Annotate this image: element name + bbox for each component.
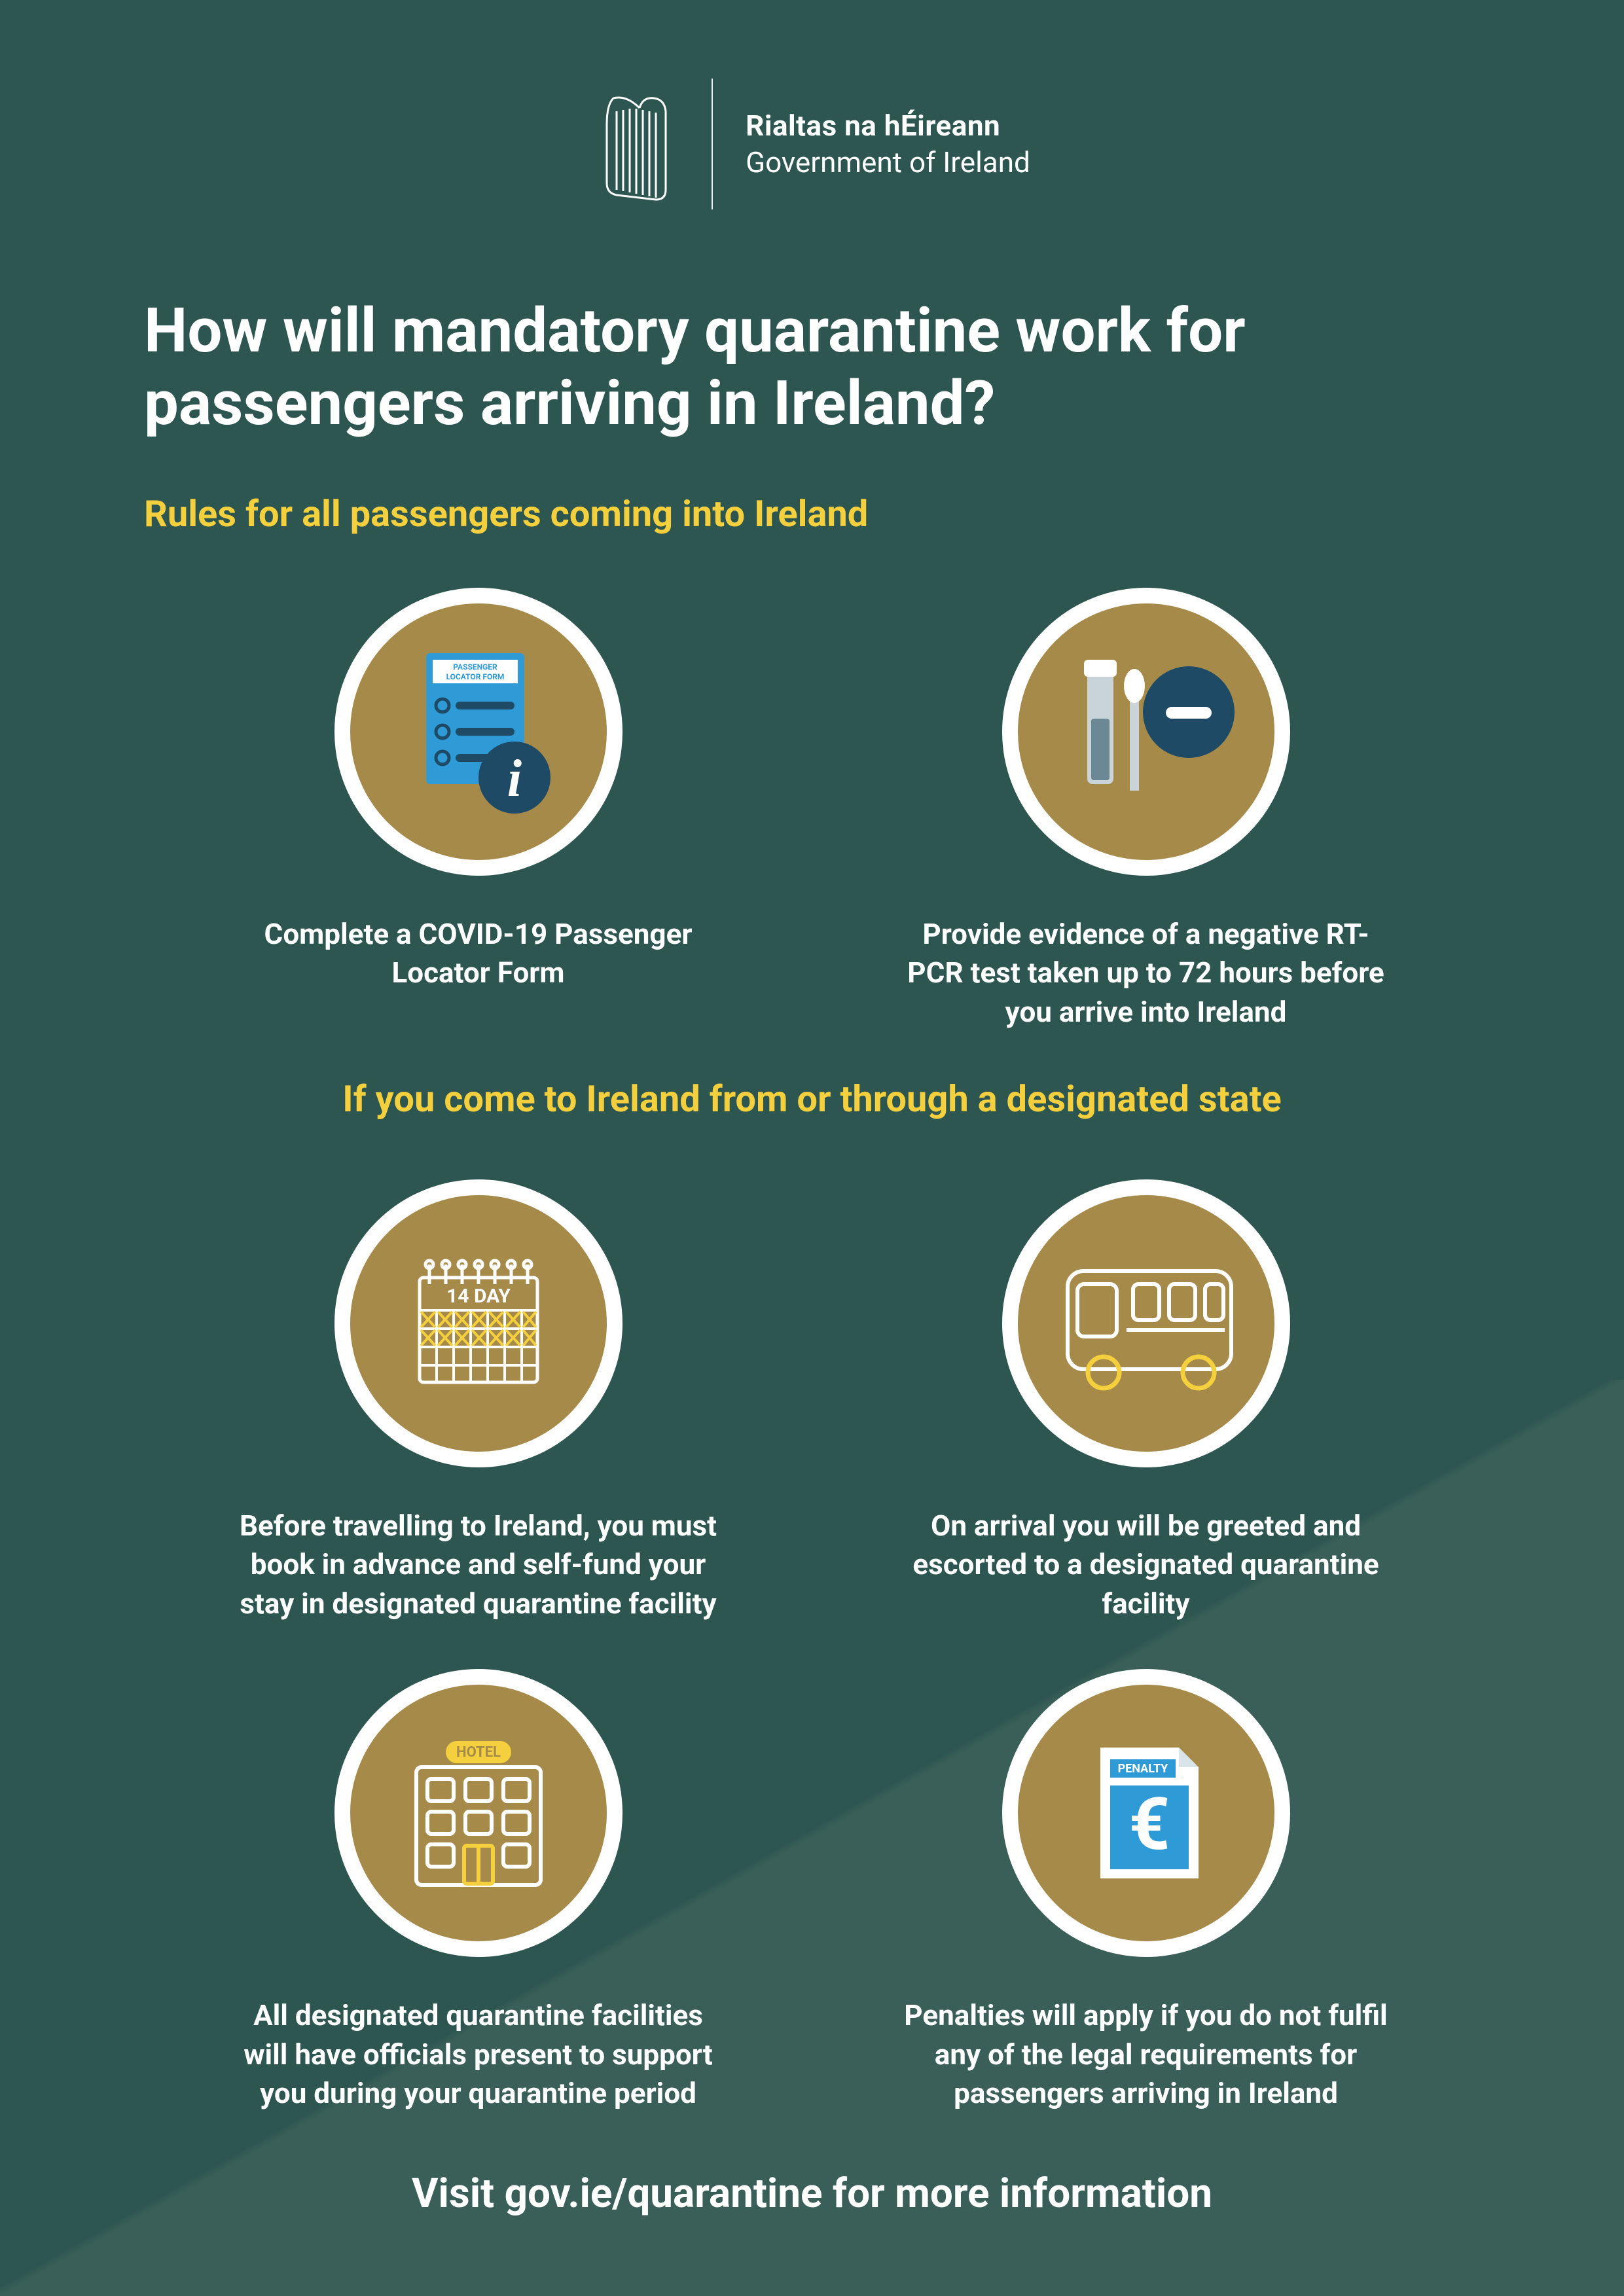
item-negative-test: Provide evidence of a negative RT-PCR te…	[897, 588, 1395, 1031]
content-wrap: Rialtas na hÉireann Government of Irelan…	[0, 0, 1624, 2113]
circle-calendar: 14 DAY	[334, 1179, 623, 1467]
svg-text:i: i	[507, 750, 521, 808]
section1-row: PASSENGER LOCATOR FORM i Complete a COVI…	[144, 588, 1480, 1031]
hotel-icon: HOTEL	[380, 1715, 577, 1911]
header-english: Government of Ireland	[746, 145, 1030, 179]
section2-subtitle: If you come to Ireland from or through a…	[144, 1077, 1480, 1121]
footer-text: Visit gov.ie/quarantine for more informa…	[0, 2170, 1624, 2217]
hotel-label: HOTEL	[456, 1744, 501, 1761]
form-label-bottom: LOCATOR FORM	[446, 672, 504, 681]
page-title: How will mandatory quarantine work for p…	[144, 295, 1480, 440]
item-hotel-text: All designated quarantine facilities wil…	[230, 1996, 727, 2113]
circle-penalty: PENALTY €	[1002, 1669, 1290, 1957]
section1-subtitle: Rules for all passengers coming into Ire…	[144, 492, 1480, 535]
item-negative-test-text: Provide evidence of a negative RT-PCR te…	[897, 915, 1395, 1031]
passenger-locator-form-icon: PASSENGER LOCATOR FORM i	[380, 634, 577, 830]
item-calendar-text: Before travelling to Ireland, you must b…	[230, 1507, 727, 1623]
item-locator-form-text: Complete a COVID-19 Passenger Locator Fo…	[230, 915, 727, 993]
bus-icon	[1041, 1225, 1251, 1422]
form-label-top: PASSENGER	[453, 662, 497, 672]
header-irish: Rialtas na hÉireann	[746, 109, 1030, 143]
item-locator-form: PASSENGER LOCATOR FORM i Complete a COVI…	[230, 588, 727, 1031]
item-calendar: 14 DAY	[230, 1179, 727, 1623]
penalty-label: PENALTY	[1117, 1762, 1168, 1776]
negative-test-icon	[1048, 634, 1244, 830]
circle-bus	[1002, 1179, 1290, 1467]
item-bus-text: On arrival you will be greeted and escor…	[897, 1507, 1395, 1623]
header-divider	[712, 79, 713, 209]
item-penalty-text: Penalties will apply if you do not fulfi…	[897, 1996, 1395, 2113]
item-bus: On arrival you will be greeted and escor…	[897, 1179, 1395, 1623]
circle-locator-form: PASSENGER LOCATOR FORM i	[334, 588, 623, 876]
harp-icon	[594, 85, 679, 203]
item-penalty: PENALTY € Penalties will apply if you do…	[897, 1669, 1395, 2113]
penalty-icon: PENALTY €	[1048, 1715, 1244, 1911]
calendar-label: 14 DAY	[446, 1285, 511, 1308]
circle-negative-test	[1002, 588, 1290, 876]
item-hotel: HOTEL	[230, 1669, 727, 2113]
section2-row1: 14 DAY	[144, 1179, 1480, 1623]
header-text: Rialtas na hÉireann Government of Irelan…	[746, 109, 1030, 179]
section2-row2: HOTEL	[144, 1669, 1480, 2113]
euro-symbol: €	[1128, 1782, 1170, 1867]
calendar-14-day-icon: 14 DAY	[380, 1225, 577, 1422]
circle-hotel: HOTEL	[334, 1669, 623, 1957]
header: Rialtas na hÉireann Government of Irelan…	[144, 79, 1480, 209]
